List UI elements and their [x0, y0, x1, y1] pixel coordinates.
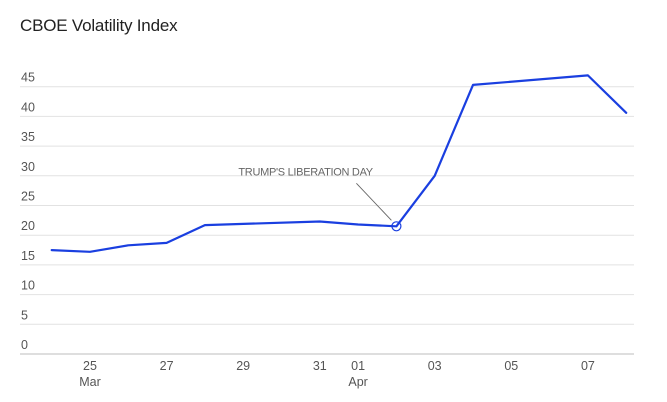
chart-title: CBOE Volatility Index [20, 16, 178, 35]
x-tick-label-29: 29 [236, 359, 250, 373]
annotation-marker [391, 221, 402, 232]
x-tick-month-mar: Mar [79, 375, 101, 389]
y-tick-label-25: 25 [21, 190, 35, 204]
x-tick-label-31: 31 [313, 359, 327, 373]
series-line-0 [50, 74, 628, 253]
x-tick-month-apr: Apr [348, 375, 367, 389]
y-tick-label-5: 5 [21, 308, 28, 322]
x-tick-label-01: 01 [351, 359, 365, 373]
y-tick-label-10: 10 [21, 279, 35, 293]
x-tick-label-05: 05 [504, 359, 518, 373]
y-tick-label-15: 15 [21, 249, 35, 263]
y-tick-label-30: 30 [21, 160, 35, 174]
x-tick-label-27: 27 [160, 359, 174, 373]
annotation-label: TRUMP'S LIBERATION DAY [238, 166, 373, 178]
x-tick-label-25: 25 [83, 359, 97, 373]
y-tick-label-20: 20 [21, 219, 35, 233]
y-tick-label-45: 45 [21, 71, 35, 85]
annotation-leader-line [356, 182, 392, 221]
y-tick-label-0: 0 [21, 338, 28, 352]
x-tick-label-07: 07 [581, 359, 595, 373]
y-tick-label-40: 40 [21, 100, 35, 114]
y-tick-label-35: 35 [21, 130, 35, 144]
x-tick-label-03: 03 [428, 359, 442, 373]
